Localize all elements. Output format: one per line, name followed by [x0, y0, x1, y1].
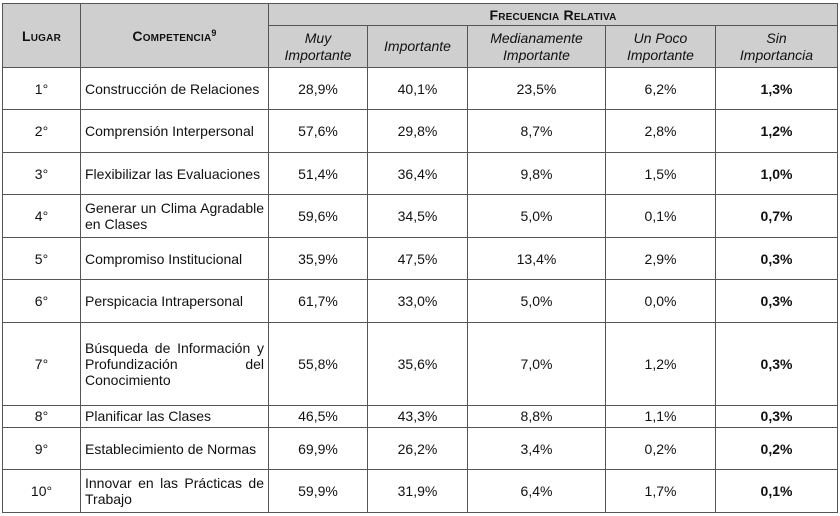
value-cell: 5,0% — [467, 194, 606, 238]
value-cell: 1,5% — [605, 151, 716, 196]
value-cell: 33,0% — [367, 279, 468, 323]
value-cell: 5,0% — [467, 279, 606, 323]
rank-cell: 1° — [2, 66, 81, 111]
value-cell: 8,7% — [467, 109, 606, 153]
frequency-table: Lugar Competencia9 Frecuencia Relativa M… — [2, 3, 839, 513]
competencia-cell: Flexibilizar las Evaluaciones — [80, 151, 269, 196]
value-cell: 2,9% — [605, 236, 716, 281]
value-cell: 69,9% — [268, 426, 368, 471]
rank-cell: 5° — [2, 236, 81, 281]
table-row: 8° Planificar las Clases 46,5% 43,3% 8,8… — [2, 404, 839, 428]
table-row: 6° Perspicacia Intrapersonal 61,7% 33,0%… — [2, 279, 839, 323]
competencia-cell: Búsqueda de Información y Profundización… — [80, 321, 269, 406]
competencia-cell: Generar un Clima Agradable en Clases — [80, 194, 269, 238]
header-row-top: Lugar Competencia9 Frecuencia Relativa — [2, 3, 839, 68]
value-cell: 35,9% — [268, 236, 368, 281]
value-cell: 23,5% — [467, 66, 606, 111]
value-cell: 1,2% — [714, 109, 839, 153]
rank-cell: 8° — [2, 404, 81, 428]
competencia-cell: Construcción de Relaciones — [80, 66, 269, 111]
value-cell: 0,2% — [605, 426, 716, 471]
header-importante: Importante — [367, 25, 468, 68]
rank-cell: 7° — [2, 321, 81, 406]
rank-cell: 10° — [2, 469, 81, 513]
rank-cell: 6° — [2, 279, 81, 323]
header-muy-importante: Muy Importante — [268, 25, 368, 68]
rank-cell: 2° — [2, 109, 81, 153]
competencia-cell: Compromiso Institucional — [80, 236, 269, 281]
rank-cell: 3° — [2, 151, 81, 196]
competencia-cell: Planificar las Clases — [80, 404, 269, 428]
value-cell: 36,4% — [367, 151, 468, 196]
value-cell: 13,4% — [467, 236, 606, 281]
value-cell: 0,3% — [714, 236, 839, 281]
value-cell: 0,1% — [605, 194, 716, 238]
header-competencia: Competencia9 — [80, 3, 269, 68]
value-cell: 9,8% — [467, 151, 606, 196]
value-cell: 0,3% — [714, 404, 839, 428]
table-row: 2° Comprensión Interpersonal 57,6% 29,8%… — [2, 109, 839, 153]
value-cell: 29,8% — [367, 109, 468, 153]
footnote-marker: 9 — [211, 27, 217, 38]
value-cell: 0,3% — [714, 279, 839, 323]
table-row: 3° Flexibilizar las Evaluaciones 51,4% 3… — [2, 151, 839, 196]
value-cell: 28,9% — [268, 66, 368, 111]
header-lugar: Lugar — [2, 3, 81, 68]
value-cell: 40,1% — [367, 66, 468, 111]
header-row-sub: Muy Importante Importante Medianamente Imp… — [3, 25, 839, 68]
value-cell: 46,5% — [268, 404, 368, 428]
value-cell: 1,3% — [714, 66, 839, 111]
value-cell: 43,3% — [367, 404, 468, 428]
table-row: 1° Construcción de Relaciones 28,9% 40,1… — [2, 66, 839, 111]
rank-cell: 4° — [2, 194, 81, 238]
value-cell: 26,2% — [367, 426, 468, 471]
competencia-cell: Perspicacia Intrapersonal — [80, 279, 269, 323]
value-cell: 2,8% — [605, 109, 716, 153]
table-row: 5° Compromiso Institucional 35,9% 47,5% … — [2, 236, 839, 281]
header-sin-importancia: Sin Importancia — [714, 25, 839, 68]
table-row: 4° Generar un Clima Agradable en Clases … — [2, 194, 839, 238]
header-un-poco-importante: Un Poco Importante — [605, 25, 716, 68]
value-cell: 1,7% — [605, 469, 716, 513]
rank-cell: 9° — [2, 426, 81, 471]
competencia-cell: Innovar en las Prácticas de Trabajo — [80, 469, 269, 513]
value-cell: 7,0% — [467, 321, 606, 406]
value-cell: 0,1% — [714, 469, 839, 513]
value-cell: 6,2% — [605, 66, 716, 111]
value-cell: 59,9% — [268, 469, 368, 513]
header-medianamente-importante: Medianamente Importante — [467, 25, 606, 68]
value-cell: 55,8% — [268, 321, 368, 406]
value-cell: 3,4% — [467, 426, 606, 471]
value-cell: 0,2% — [714, 426, 839, 471]
value-cell: 1,0% — [714, 151, 839, 196]
value-cell: 34,5% — [367, 194, 468, 238]
value-cell: 57,6% — [268, 109, 368, 153]
competencia-cell: Establecimiento de Normas — [80, 426, 269, 471]
value-cell: 0,3% — [714, 321, 839, 406]
value-cell: 1,2% — [605, 321, 716, 406]
value-cell: 0,7% — [714, 194, 839, 238]
table-row: 10° Innovar en las Prácticas de Trabajo … — [2, 469, 839, 513]
table-row: 9° Establecimiento de Normas 69,9% 26,2%… — [2, 426, 839, 471]
value-cell: 1,1% — [605, 404, 716, 428]
value-cell: 35,6% — [367, 321, 468, 406]
value-cell: 6,4% — [467, 469, 606, 513]
header-frecuencia-relativa: Frecuencia Relativa — [267, 3, 839, 26]
value-cell: 51,4% — [268, 151, 368, 196]
value-cell: 8,8% — [467, 404, 606, 428]
value-cell: 59,6% — [268, 194, 368, 238]
value-cell: 61,7% — [268, 279, 368, 323]
value-cell: 0,0% — [605, 279, 716, 323]
competencia-cell: Comprensión Interpersonal — [80, 109, 269, 153]
value-cell: 47,5% — [367, 236, 468, 281]
table-row: 7° Búsqueda de Información y Profundizac… — [2, 321, 839, 406]
value-cell: 31,9% — [367, 469, 468, 513]
